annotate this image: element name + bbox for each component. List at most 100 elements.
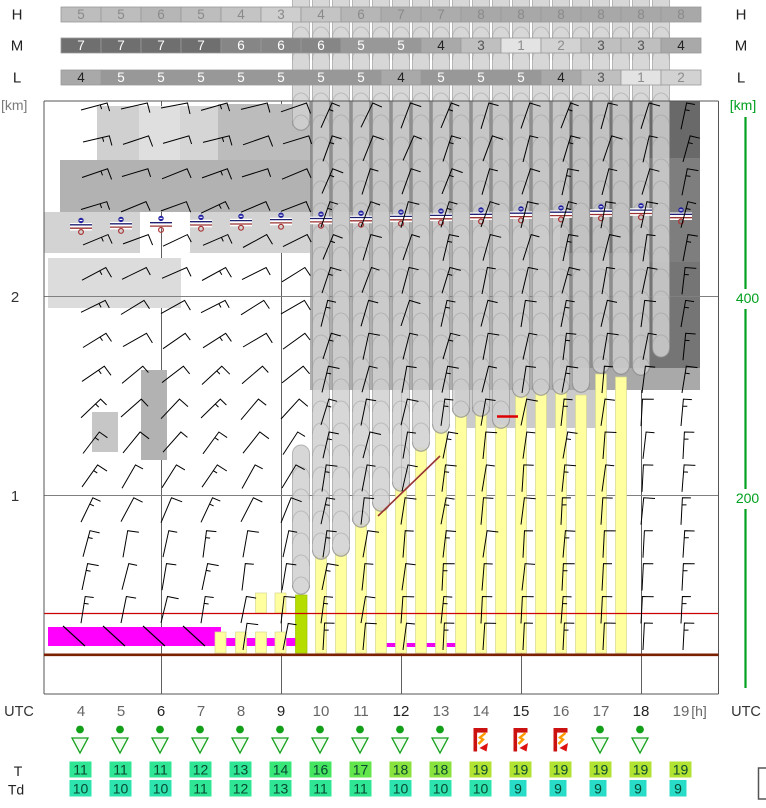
svg-text:L: L	[13, 70, 21, 87]
svg-text:4: 4	[557, 70, 565, 85]
svg-text:4: 4	[237, 7, 245, 22]
svg-text:9: 9	[594, 781, 602, 797]
svg-text:400: 400	[736, 290, 760, 306]
svg-text:2: 2	[11, 289, 19, 306]
svg-text:16: 16	[313, 762, 329, 778]
svg-text:H: H	[12, 7, 23, 24]
svg-text:13: 13	[233, 762, 249, 778]
svg-text:10: 10	[313, 703, 330, 720]
svg-text:3: 3	[477, 38, 485, 53]
svg-text:11: 11	[353, 781, 368, 797]
svg-text:H: H	[736, 7, 747, 24]
svg-text:3: 3	[597, 38, 605, 53]
svg-text:5: 5	[237, 70, 245, 85]
svg-text:Td: Td	[8, 782, 24, 798]
svg-text:7: 7	[197, 703, 205, 720]
svg-text:1: 1	[517, 38, 525, 53]
svg-text:7: 7	[197, 38, 205, 53]
svg-text:3: 3	[637, 38, 645, 53]
svg-text:18: 18	[433, 762, 449, 778]
svg-text:12: 12	[193, 762, 209, 778]
svg-text:3: 3	[597, 70, 605, 85]
svg-text:6: 6	[237, 38, 245, 53]
svg-text:13: 13	[273, 781, 289, 797]
svg-text:8: 8	[477, 7, 485, 22]
svg-text:5: 5	[157, 70, 165, 85]
svg-text:5: 5	[437, 70, 445, 85]
svg-text:19: 19	[673, 762, 689, 778]
svg-text:3: 3	[277, 7, 285, 22]
svg-text:10: 10	[433, 781, 449, 797]
svg-text:8: 8	[597, 7, 605, 22]
svg-text:UTC: UTC	[4, 704, 34, 720]
svg-text:10: 10	[73, 781, 89, 797]
svg-text:14: 14	[273, 762, 289, 778]
svg-text:19: 19	[673, 703, 690, 720]
svg-text:1: 1	[637, 70, 645, 85]
svg-text:11: 11	[193, 781, 208, 797]
svg-text:6: 6	[357, 7, 365, 22]
svg-text:[km]: [km]	[730, 97, 756, 113]
svg-text:8: 8	[237, 703, 245, 720]
svg-text:2: 2	[557, 38, 565, 53]
svg-text:1: 1	[11, 488, 19, 505]
svg-text:8: 8	[637, 7, 645, 22]
svg-text:19: 19	[473, 762, 489, 778]
svg-text:18: 18	[393, 762, 409, 778]
svg-text:19: 19	[513, 762, 529, 778]
svg-text:14: 14	[473, 703, 490, 720]
svg-text:8: 8	[557, 7, 565, 22]
svg-text:11: 11	[353, 703, 369, 720]
svg-text:19: 19	[593, 762, 609, 778]
svg-text:10: 10	[473, 781, 489, 797]
svg-text:5: 5	[317, 70, 325, 85]
svg-text:9: 9	[634, 781, 642, 797]
svg-text:11: 11	[153, 762, 168, 778]
svg-text:10: 10	[393, 781, 409, 797]
svg-text:5: 5	[117, 70, 125, 85]
svg-text:5: 5	[277, 70, 285, 85]
svg-text:8: 8	[677, 7, 685, 22]
svg-text:4: 4	[317, 7, 325, 22]
svg-text:7: 7	[157, 38, 165, 53]
svg-text:L: L	[737, 70, 745, 87]
svg-text:7: 7	[117, 38, 125, 53]
svg-text:M: M	[11, 38, 24, 55]
svg-text:13: 13	[433, 703, 450, 720]
svg-text:4: 4	[437, 38, 445, 53]
svg-text:12: 12	[393, 703, 410, 720]
svg-text:11: 11	[73, 762, 88, 778]
svg-text:5: 5	[477, 70, 485, 85]
svg-text:10: 10	[153, 781, 169, 797]
svg-text:5: 5	[77, 7, 85, 22]
svg-text:[h]: [h]	[691, 703, 707, 719]
svg-text:18: 18	[633, 703, 650, 720]
svg-text:[km]: [km]	[1, 97, 27, 113]
svg-text:7: 7	[77, 38, 85, 53]
svg-text:10: 10	[113, 781, 129, 797]
svg-text:17: 17	[593, 703, 610, 720]
svg-text:T: T	[14, 763, 23, 779]
svg-text:5: 5	[397, 38, 405, 53]
svg-text:12: 12	[233, 781, 249, 797]
svg-text:4: 4	[397, 70, 405, 85]
svg-text:9: 9	[674, 781, 682, 797]
svg-text:5: 5	[357, 38, 365, 53]
svg-text:UTC: UTC	[731, 704, 761, 720]
svg-text:15: 15	[513, 703, 530, 720]
svg-text:6: 6	[277, 38, 285, 53]
svg-text:9: 9	[554, 781, 562, 797]
svg-text:4: 4	[77, 70, 85, 85]
svg-text:17: 17	[353, 762, 369, 778]
svg-text:4: 4	[77, 703, 85, 720]
svg-text:6: 6	[157, 703, 165, 720]
svg-text:6: 6	[317, 38, 325, 53]
svg-text:5: 5	[197, 70, 205, 85]
svg-text:7: 7	[397, 7, 405, 22]
svg-text:5: 5	[357, 70, 365, 85]
svg-text:200: 200	[736, 490, 760, 506]
svg-text:5: 5	[117, 7, 125, 22]
svg-text:16: 16	[553, 703, 570, 720]
svg-text:4: 4	[677, 38, 685, 53]
svg-text:7: 7	[437, 7, 445, 22]
